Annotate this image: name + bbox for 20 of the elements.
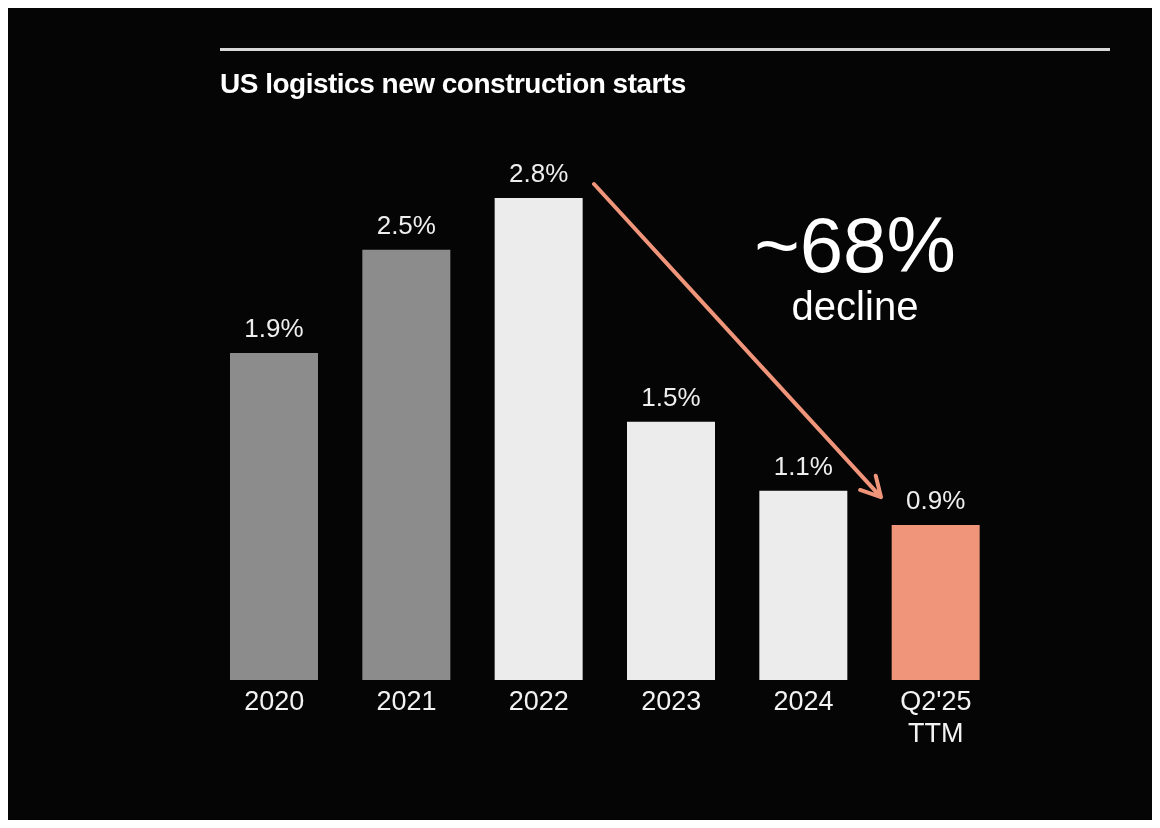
x-tick-label: 2020 [244, 686, 305, 716]
bar [627, 421, 715, 680]
bar [230, 352, 318, 680]
x-tick-label: 2023 [641, 686, 702, 716]
chart-title: US logistics new construction starts [220, 68, 686, 100]
bar [494, 198, 583, 680]
data-label: 2.5% [376, 209, 436, 240]
bar [891, 525, 980, 680]
data-label: 1.1% [773, 450, 833, 481]
data-label: 1.9% [244, 312, 304, 343]
data-label: 0.9% [906, 485, 966, 516]
x-tick-label: 2022 [508, 686, 569, 716]
bar [759, 490, 848, 680]
annotation: ~68% decline [754, 201, 956, 328]
x-tick-label: 2021 [376, 686, 437, 716]
data-label: 1.5% [641, 381, 701, 412]
x-tick-label: Q2'25 TTM [900, 686, 972, 748]
data-label: 2.8% [509, 158, 569, 188]
x-tick-label: 2024 [773, 686, 834, 716]
bar [362, 249, 451, 680]
